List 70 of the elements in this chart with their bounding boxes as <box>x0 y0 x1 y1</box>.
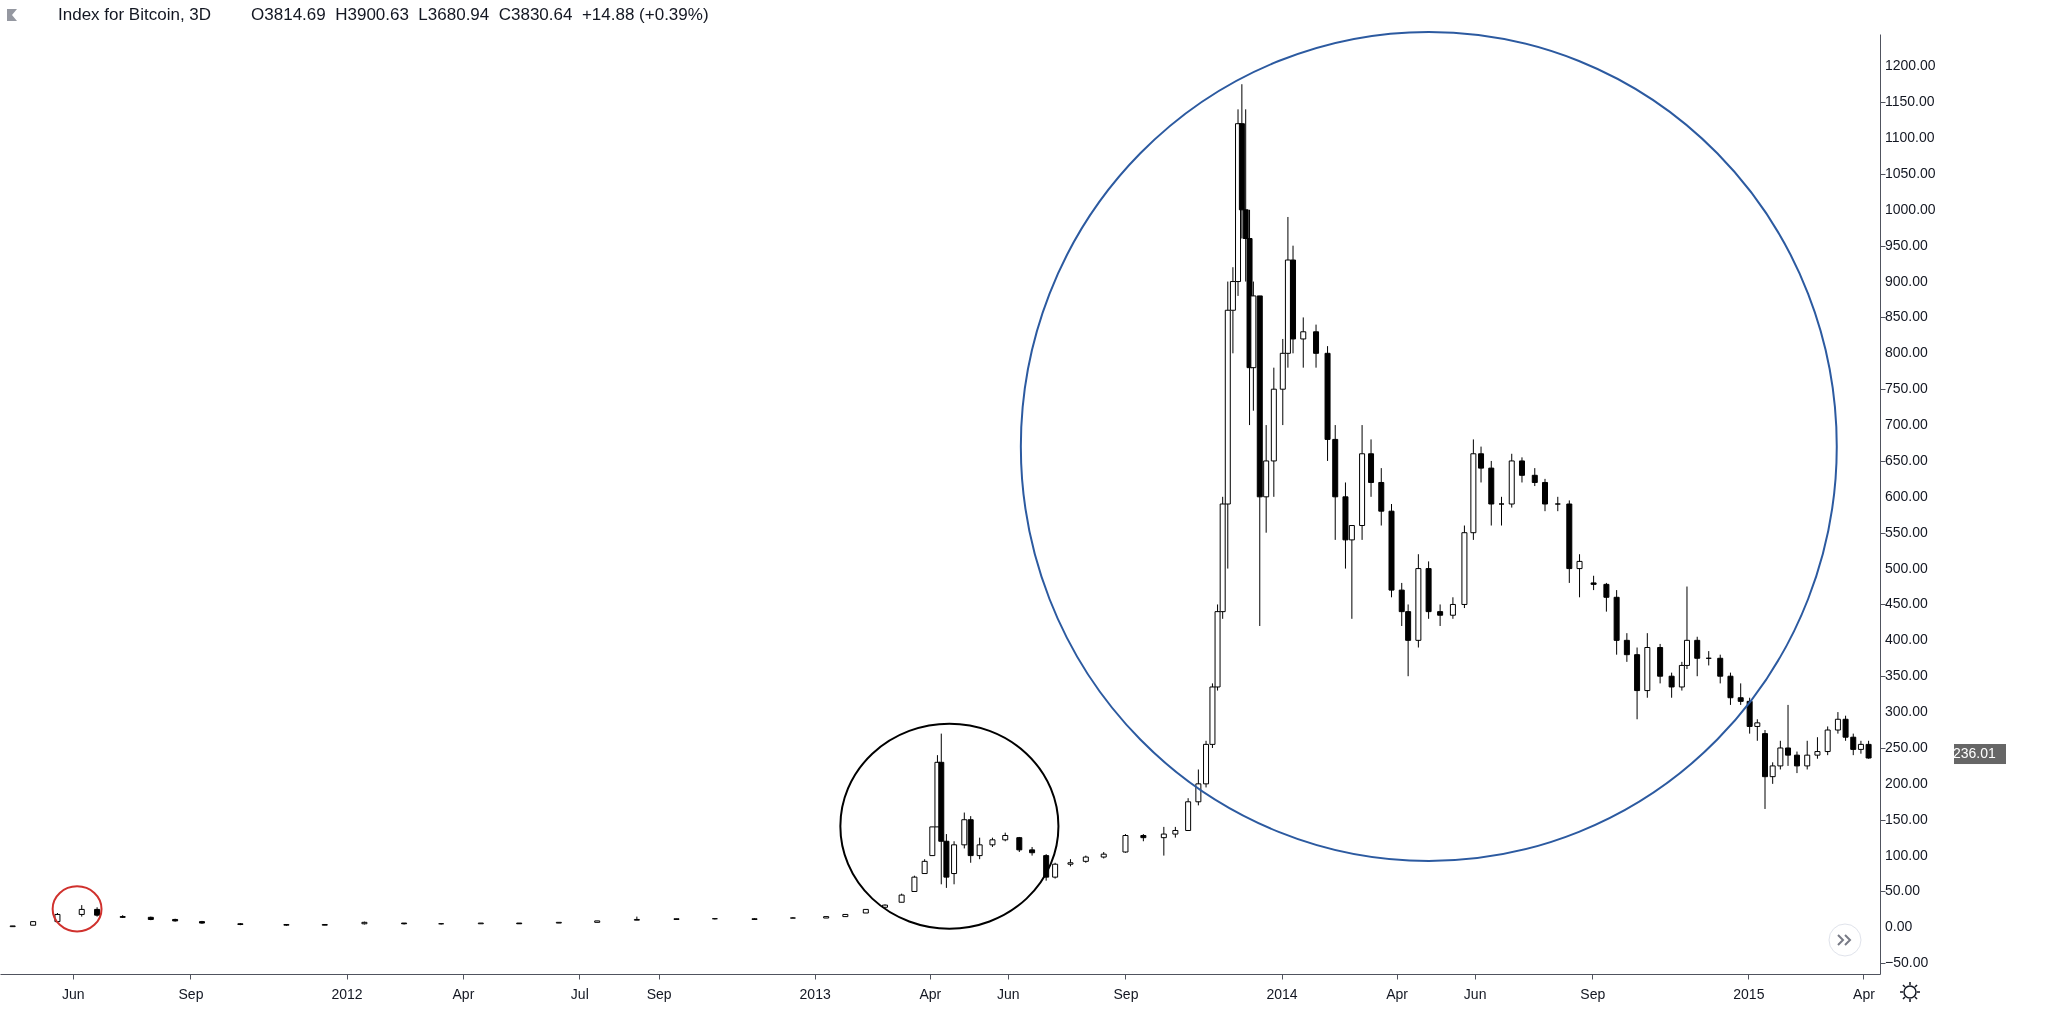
candlestick <box>1793 751 1800 774</box>
y-tick-label: 450.00 <box>1885 595 1929 612</box>
y-tick-label: 650.00 <box>1885 451 1929 468</box>
candlestick <box>1814 736 1821 760</box>
x-tick-label: Sep <box>1113 985 1139 1002</box>
candlestick <box>1160 826 1167 857</box>
candlestick <box>1449 596 1456 620</box>
candlestick <box>1518 456 1525 483</box>
y-tick-label: 1200.00 <box>1885 57 1936 74</box>
candlestick <box>1737 682 1744 706</box>
x-tick-label: Jun <box>997 985 1020 1002</box>
candlestick <box>1694 636 1701 677</box>
candlestick <box>1576 553 1583 598</box>
y-tick-label: 1150.00 <box>1885 93 1935 110</box>
chart-title: Index for Bitcoin, 3D <box>58 5 212 25</box>
candlestick <box>1785 704 1792 767</box>
y-tick-label: 50.00 <box>1885 882 1921 899</box>
x-tick-label: 2012 <box>331 985 363 1002</box>
x-tick-label: Apr <box>452 985 475 1002</box>
x-tick-label: 2015 <box>1733 985 1765 1002</box>
x-tick-label: Apr <box>919 985 942 1002</box>
y-tick-label: 100.00 <box>1885 846 1929 863</box>
candlestick <box>1603 582 1610 613</box>
candlestick <box>1668 672 1675 699</box>
x-tick-label: Apr <box>1853 985 1876 1002</box>
chart-subtitle: O3814.69 H3900.63 L3680.94 C3830.64 +14.88 (+0.39%) <box>251 5 709 25</box>
candlestick <box>1029 846 1036 857</box>
x-tick-label: 2013 <box>799 985 831 1002</box>
y-tick-label: 400.00 <box>1885 631 1929 648</box>
y-tick-label: 550.00 <box>1885 523 1929 540</box>
y-tick-label: 800.00 <box>1885 344 1929 361</box>
candlestick <box>1300 316 1307 369</box>
x-tick-label: Jun <box>1463 985 1487 1002</box>
x-tick-label: Sep <box>646 985 672 1002</box>
candlestick <box>1727 672 1734 706</box>
y-tick-label: 150.00 <box>1885 810 1929 827</box>
candlestick <box>1437 603 1444 627</box>
y-tick-label: 1000.00 <box>1885 200 1936 217</box>
x-tick-label: Sep <box>178 985 204 1002</box>
candlestick <box>1122 833 1129 854</box>
y-tick-label: 250.00 <box>1885 738 1929 755</box>
x-tick-label: Jun <box>62 985 85 1002</box>
x-tick-label: Sep <box>1580 985 1606 1002</box>
y-tick-label: 0.00 <box>1885 918 1913 935</box>
candlestick <box>1542 478 1548 512</box>
candlestick <box>1623 632 1630 663</box>
candlestick <box>1804 740 1811 770</box>
y-tick-label: 950.00 <box>1885 236 1929 253</box>
candlestick <box>1824 725 1831 756</box>
candlestick <box>1498 496 1505 527</box>
candlestick <box>1717 654 1724 684</box>
candlestick <box>633 916 640 921</box>
y-tick-label: 350.00 <box>1885 667 1929 684</box>
y-tick-label: 500.00 <box>1885 559 1929 576</box>
candlestick <box>976 837 983 860</box>
x-tick-label: 2014 <box>1266 985 1298 1002</box>
text: 236.01 <box>1953 745 1997 762</box>
y-tick-label: 1050.00 <box>1885 164 1936 181</box>
x-tick-label: Jul <box>570 985 589 1002</box>
y-tick-label: 700.00 <box>1885 416 1929 433</box>
candlestick <box>1313 324 1320 369</box>
y-tick-label: 1100.00 <box>1885 129 1935 146</box>
y-tick-label: 200.00 <box>1885 774 1929 791</box>
y-tick-label: 850.00 <box>1885 308 1929 325</box>
y-tick-label: 300.00 <box>1885 703 1929 720</box>
y-tick-label: 750.00 <box>1885 380 1929 397</box>
y-tick-label: −50.00 <box>1885 954 1929 971</box>
y-tick-label: 900.00 <box>1885 272 1929 289</box>
x-tick-label: Apr <box>1386 985 1409 1002</box>
y-tick-label: 600.00 <box>1885 487 1929 504</box>
